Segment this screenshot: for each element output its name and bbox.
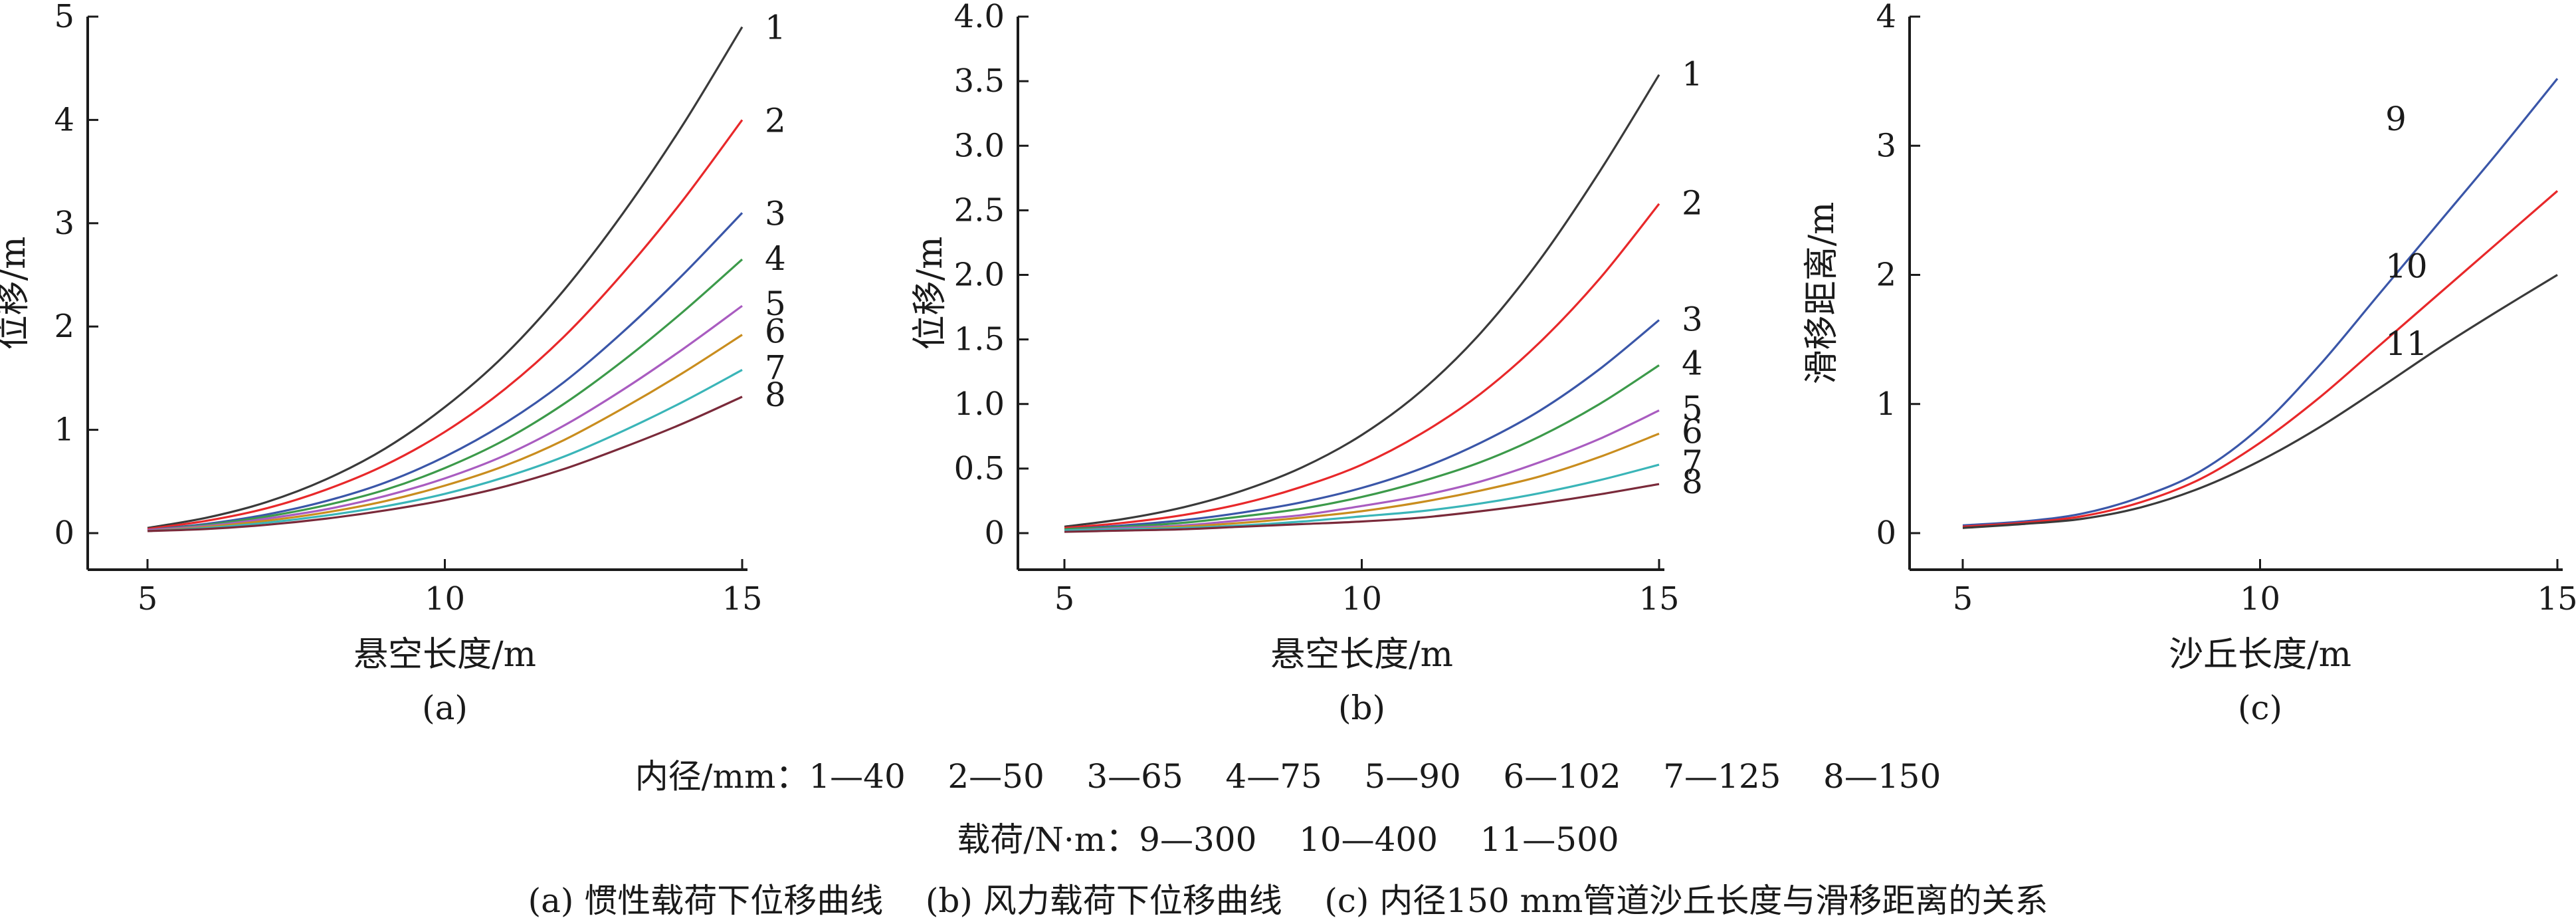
- y-tick-label: 5: [54, 0, 74, 35]
- x-tick-label: 10: [425, 580, 465, 618]
- x-tick-label: 5: [1054, 580, 1075, 618]
- series-line-8: [1064, 483, 1660, 533]
- series-label-10: 10: [2385, 247, 2428, 286]
- x-tick-label: 10: [2240, 580, 2280, 618]
- y-tick-label: 2: [1876, 257, 1896, 294]
- series-line-3: [147, 212, 743, 531]
- x-tick-label: 15: [1638, 580, 1679, 618]
- series-line-10: [1962, 190, 2559, 528]
- series-label-9: 9: [2385, 100, 2407, 138]
- x-tick-label: 15: [2537, 580, 2576, 618]
- panel-c-dune-slip: 0 1 2 3 4 5 10 15 沙丘长度/m 滑移距离/m (c) 9 10 11: [1802, 0, 2576, 727]
- series-line-4: [1064, 364, 1660, 530]
- y-tick-label: 1: [54, 411, 74, 449]
- y-tick-label: 2.5: [954, 191, 1005, 229]
- series-label-5: 5: [765, 285, 786, 323]
- series-line-6: [147, 334, 743, 532]
- series-line-1: [147, 26, 743, 529]
- series-label-7: 7: [765, 348, 786, 387]
- series-line-4: [147, 258, 743, 531]
- series-line-5: [147, 304, 743, 531]
- y-tick-label: 1.5: [954, 321, 1005, 358]
- series-label-8: 8: [1682, 463, 1703, 501]
- series-line-8: [147, 396, 743, 532]
- series-label-3: 3: [765, 194, 786, 233]
- series-label-6: 6: [1682, 412, 1703, 451]
- y-tick-label: 0: [54, 515, 74, 552]
- series-line-2: [1064, 203, 1660, 529]
- panel-b-displacement-wind: 00.51.01.52.02.53.03.54.05 10 15悬空长度/m位移/m…: [910, 0, 1703, 727]
- panel-label: (c): [2238, 689, 2282, 727]
- y-tick-label: 3.5: [954, 62, 1005, 100]
- x-tick-label: 5: [138, 580, 158, 618]
- series-line-7: [1064, 463, 1660, 532]
- series-label-4: 4: [765, 239, 786, 278]
- series-line-7: [147, 369, 743, 532]
- y-tick-label: 0: [1876, 515, 1896, 552]
- y-tick-label: 1: [1876, 386, 1896, 423]
- y-tick-label: 4.0: [954, 0, 1005, 35]
- y-tick-label: 2: [54, 308, 74, 345]
- series-label-8: 8: [765, 376, 786, 414]
- series-line-9: [1962, 78, 2559, 526]
- x-axis-title: 悬空长度/m: [353, 635, 536, 675]
- y-tick-label: 0: [984, 515, 1005, 552]
- y-axis-title: 位移/m: [910, 237, 950, 350]
- series-label-2: 2: [765, 101, 786, 140]
- y-axis-title: 滑移距离/m: [1802, 202, 1842, 385]
- legend-load: 载荷/N·m：9—300 10—400 11—500: [957, 820, 1619, 859]
- x-tick-label: 10: [1341, 580, 1382, 618]
- series-label-3: 3: [1682, 300, 1703, 338]
- series-label-2: 2: [1682, 184, 1703, 223]
- series-line-3: [1064, 319, 1660, 530]
- y-tick-label: 3.0: [954, 127, 1005, 164]
- x-axis-title: 悬空长度/m: [1270, 635, 1453, 675]
- y-tick-label: 4: [54, 101, 74, 138]
- x-tick-label: 5: [1953, 580, 1973, 618]
- y-tick-label: 3: [1876, 127, 1896, 164]
- x-axis-title: 沙丘长度/m: [2169, 635, 2351, 675]
- series-label-1: 1: [765, 9, 786, 47]
- panel-label: (b): [1338, 689, 1385, 727]
- series-line-1: [1064, 74, 1660, 528]
- y-tick-label: 2.0: [954, 257, 1005, 294]
- y-tick-label: 4: [1876, 0, 1896, 35]
- panel-label: (a): [422, 689, 468, 727]
- series-label-11: 11: [2385, 324, 2428, 363]
- series-line-2: [147, 119, 743, 530]
- y-tick-label: 1.0: [954, 386, 1005, 423]
- series-label-6: 6: [765, 312, 786, 351]
- series-line-11: [1962, 274, 2558, 529]
- y-axis-title: 位移/m: [0, 237, 33, 350]
- series-label-1: 1: [1682, 55, 1703, 93]
- series-line-5: [1064, 409, 1660, 532]
- series-label-4: 4: [1682, 344, 1703, 382]
- y-tick-label: 0.5: [954, 450, 1005, 487]
- figure-caption: (a) 惯性载荷下位移曲线 (b) 风力载荷下位移曲线 (c) 内径150 mm…: [528, 881, 2048, 920]
- x-tick-label: 15: [722, 580, 762, 618]
- y-tick-label: 3: [54, 205, 74, 242]
- legend-inner-diameter: 内径/mm：1—40 2—50 3—65 4—75 5—90 6—102 7—1…: [635, 757, 1941, 796]
- series-label-7: 7: [1682, 443, 1703, 482]
- series-label-5: 5: [1682, 389, 1703, 427]
